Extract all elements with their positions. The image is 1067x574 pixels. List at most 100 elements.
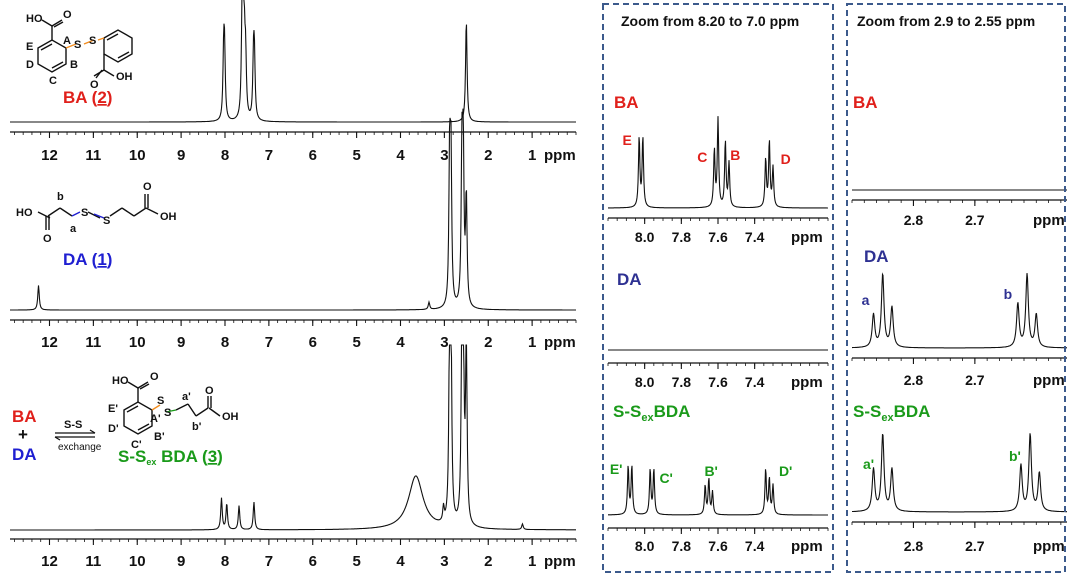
zoom-aromatic-0-tick-label: 8.0 <box>635 229 655 245</box>
peak-label-Cp: C' <box>659 470 672 486</box>
full-spectrum-DA-tick-label: 12 <box>41 334 58 351</box>
spectrum-full-spectrum-DA <box>10 109 576 310</box>
zoom-aromatic-1-tick-label: 7.4 <box>745 374 765 390</box>
bda-label-D: D' <box>108 423 119 435</box>
molecule-bda: HO O S S O OH A' B' C' D' E' a' b' S-Sex… <box>108 371 239 467</box>
ba-label-E: E <box>26 41 33 53</box>
full-spectrum-BA-tick-label: 6 <box>309 147 317 164</box>
full-spectrum-SSexBDA-tick-label: 12 <box>41 553 58 570</box>
bda-label-B: B' <box>154 431 165 443</box>
zoom-aromatic-2-unit-label: ppm <box>791 538 823 555</box>
zoom-panel-aromatic-title: Zoom from 8.20 to 7.0 ppm <box>621 13 799 29</box>
da-o-left: O <box>43 233 52 245</box>
ba-oh-label: OH <box>116 71 133 83</box>
da-caption: DA (1) <box>63 250 112 269</box>
bda-o-right: O <box>205 385 214 397</box>
zoom-aliphatic-2-tick-label: 2.8 <box>904 538 924 554</box>
da-s2: S <box>103 215 110 227</box>
bda-o-top: O <box>150 371 159 383</box>
zoom-aromatic-trace-0 <box>608 116 828 208</box>
full-spectrum-SSexBDA-tick-label: 9 <box>177 553 185 570</box>
full-spectrum-SSexBDA-tick-label: 1 <box>528 553 536 570</box>
zoom-aromatic-1-tick-label: 7.8 <box>672 374 692 390</box>
da-label-a: a <box>70 223 77 235</box>
zoom-aliphatic-1-tick-label: 2.8 <box>904 372 924 388</box>
full-spectrum-BA-tick-label: 2 <box>484 147 492 164</box>
full-spectrum-DA-tick-label: 3 <box>440 334 448 351</box>
zoom-panel-aliphatic-title: Zoom from 2.9 to 2.55 ppm <box>857 13 1035 29</box>
zoom-aromatic-0-tick-label: 7.8 <box>672 229 692 245</box>
da-oh-label: OH <box>160 211 177 223</box>
ba-s2: S <box>89 35 96 47</box>
bda-label-a: a' <box>182 391 191 403</box>
reaction-above-arrow: S-S <box>64 419 82 431</box>
full-spectrum-SSexBDA-tick-label: 6 <box>309 553 317 570</box>
ba-label-B: B <box>70 59 78 71</box>
zoom-aliphatic-0-tick-label: 2.8 <box>904 212 924 228</box>
peak-label-D: D <box>781 151 791 167</box>
da-label-b: b <box>57 191 64 203</box>
bda-oh-label: OH <box>222 411 239 423</box>
zoom-aliphatic-2-tick-label: 2.7 <box>965 538 985 554</box>
full-spectrum-BA-tick-label: 7 <box>265 147 273 164</box>
zoom-aromatic-1-unit-label: ppm <box>791 374 823 391</box>
equilibrium-arrow <box>55 430 95 440</box>
full-spectrum-BA-tick-label: 1 <box>528 147 536 164</box>
zoom-aromatic-2-tick-label: 7.6 <box>708 538 728 554</box>
da-ho-label: HO <box>16 207 33 219</box>
zoom-aliphatic-0-tick-label: 2.7 <box>965 212 985 228</box>
zoom1-label-ba: BA <box>614 93 639 112</box>
zoom1-label-da: DA <box>617 270 642 289</box>
full-spectrum-BA-tick-label: 12 <box>41 147 58 164</box>
zoom-aromatic-2-tick-label: 8.0 <box>635 538 655 554</box>
zoom-aliphatic-2-unit-label: ppm <box>1033 538 1065 555</box>
peak-label-bp: b' <box>1009 448 1021 464</box>
peak-label-Dp: D' <box>779 463 792 479</box>
molecule-ba: HO O S S O OH A B C D E BA (2) <box>26 9 133 107</box>
full-spectrum-BA-tick-label: 9 <box>177 147 185 164</box>
zoom-aromatic-0-unit-label: ppm <box>791 229 823 246</box>
peak-label-Bp: B' <box>704 463 717 479</box>
full-spectrum-DA-tick-label: 7 <box>265 334 273 351</box>
zoom-aromatic-1-tick-label: 7.6 <box>708 374 728 390</box>
zoom-aromatic-trace-2 <box>608 466 828 515</box>
reaction-reactant-da: DA <box>12 445 37 464</box>
bda-s1: S <box>157 395 164 407</box>
peak-label-B: B <box>730 147 740 163</box>
zoom-aromatic-2-tick-label: 7.4 <box>745 538 765 554</box>
zoom2-label-da: DA <box>864 247 889 266</box>
zoom1-label-bda: S-SexBDA <box>613 402 690 424</box>
ba-caption: BA (2) <box>63 88 112 107</box>
peak-label-Ep: E' <box>610 461 623 477</box>
ba-label-A: A <box>63 35 71 47</box>
peak-label-ap: a' <box>863 456 874 472</box>
full-spectrum-SSexBDA-tick-label: 2 <box>484 553 492 570</box>
full-spectrum-BA-tick-label: 5 <box>352 147 360 164</box>
full-spectrum-DA-tick-label: 6 <box>309 334 317 351</box>
bda-label-b: b' <box>192 421 202 433</box>
full-spectrum-DA-tick-label: 1 <box>528 334 536 351</box>
full-spectrum-BA-unit-label: ppm <box>544 147 576 164</box>
zoom-aromatic-0-tick-label: 7.6 <box>708 229 728 245</box>
full-spectrum-SSexBDA-tick-label: 5 <box>352 553 360 570</box>
ba-o-top: O <box>63 9 72 21</box>
full-spectrum-BA-tick-label: 4 <box>396 147 405 164</box>
ba-label-C: C <box>49 75 57 87</box>
full-spectrum-DA-tick-label: 5 <box>352 334 360 351</box>
ba-label-D: D <box>26 59 34 71</box>
full-spectrum-BA-tick-label: 10 <box>129 147 146 164</box>
axes-layer: 12 11 10 9 8 7 6 5 4 3 2 1 ppm12 11 10 9 8 7 6 5 4 3 2 1 ppm12 11… <box>10 132 1067 570</box>
full-spectrum-DA-unit-label: ppm <box>544 334 576 351</box>
ba-ho-label: HO <box>26 13 43 25</box>
reaction-scheme: BA + DA S-S exchange <box>12 407 102 464</box>
full-spectrum-SSexBDA-tick-label: 11 <box>85 553 101 570</box>
bda-s2: S <box>164 407 171 419</box>
full-spectrum-DA-tick-label: 4 <box>396 334 405 351</box>
zoom-aliphatic-trace-1 <box>852 273 1067 348</box>
full-spectrum-BA-tick-label: 11 <box>85 147 101 164</box>
full-spectrum-DA-tick-label: 8 <box>221 334 229 351</box>
bda-ho-label: HO <box>112 375 129 387</box>
full-spectrum-SSexBDA-unit-label: ppm <box>544 553 576 570</box>
full-spectrum-SSexBDA-tick-label: 7 <box>265 553 273 570</box>
